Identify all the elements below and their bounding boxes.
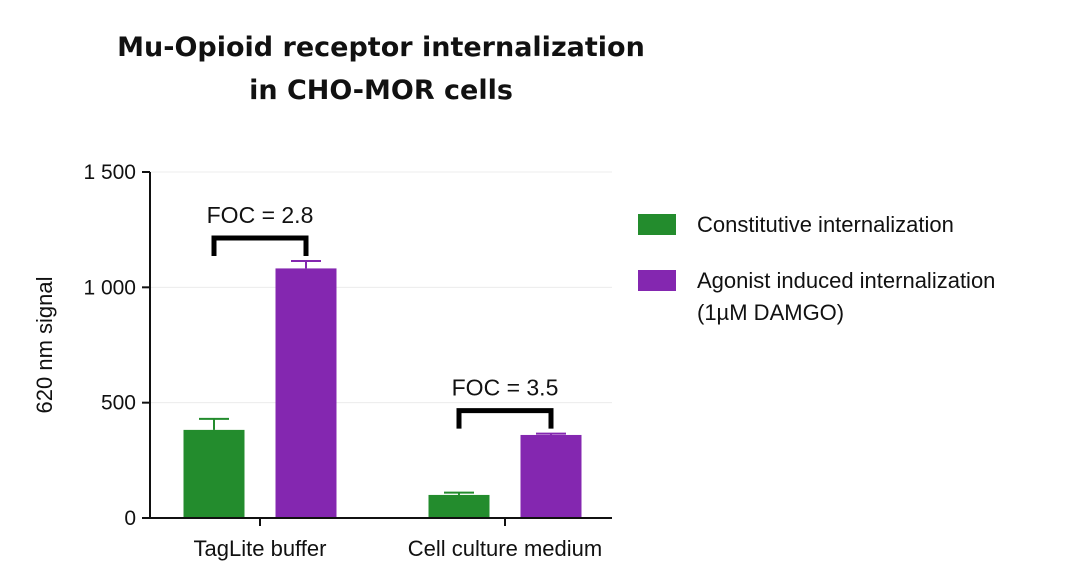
plot-area: 0 500 1 000 1 500 TagLite buffer Cell culture… (83, 161, 612, 561)
legend-label: Agonist induced internalization (697, 268, 995, 293)
chart-title-line-2: in CHO-MOR cells (249, 75, 513, 106)
bar-1-1 (183, 429, 245, 518)
legend-label-line-2: (1µM DAMGO) (697, 300, 844, 325)
legend-label: Constitutive internalization (697, 212, 954, 237)
legend-swatch-1 (638, 214, 676, 235)
y-tick-label: 1 000 (83, 276, 136, 299)
comparison-bracket-1 (211, 235, 309, 257)
y-tick-label: 0 (124, 507, 136, 530)
comparison-bracket-2 (456, 408, 554, 429)
x-tick-label: TagLite buffer (194, 536, 327, 561)
bar-2-2 (520, 434, 582, 518)
bar-2-1 (275, 268, 337, 518)
bar-1-2 (428, 494, 490, 518)
annotation-label: FOC = 3.5 (452, 375, 559, 401)
x-tick-label: Cell culture medium (408, 536, 602, 561)
chart-title-line-1: Mu-Opioid receptor internalization (117, 32, 645, 63)
annotation-label: FOC = 2.8 (207, 202, 314, 228)
legend-swatch-2 (638, 270, 676, 291)
y-tick-label: 1 500 (83, 161, 136, 184)
legend: Constitutive internalization Agonist indu… (638, 212, 995, 325)
y-tick-label: 500 (101, 392, 136, 415)
y-axis-title: 620 nm signal (32, 277, 57, 414)
